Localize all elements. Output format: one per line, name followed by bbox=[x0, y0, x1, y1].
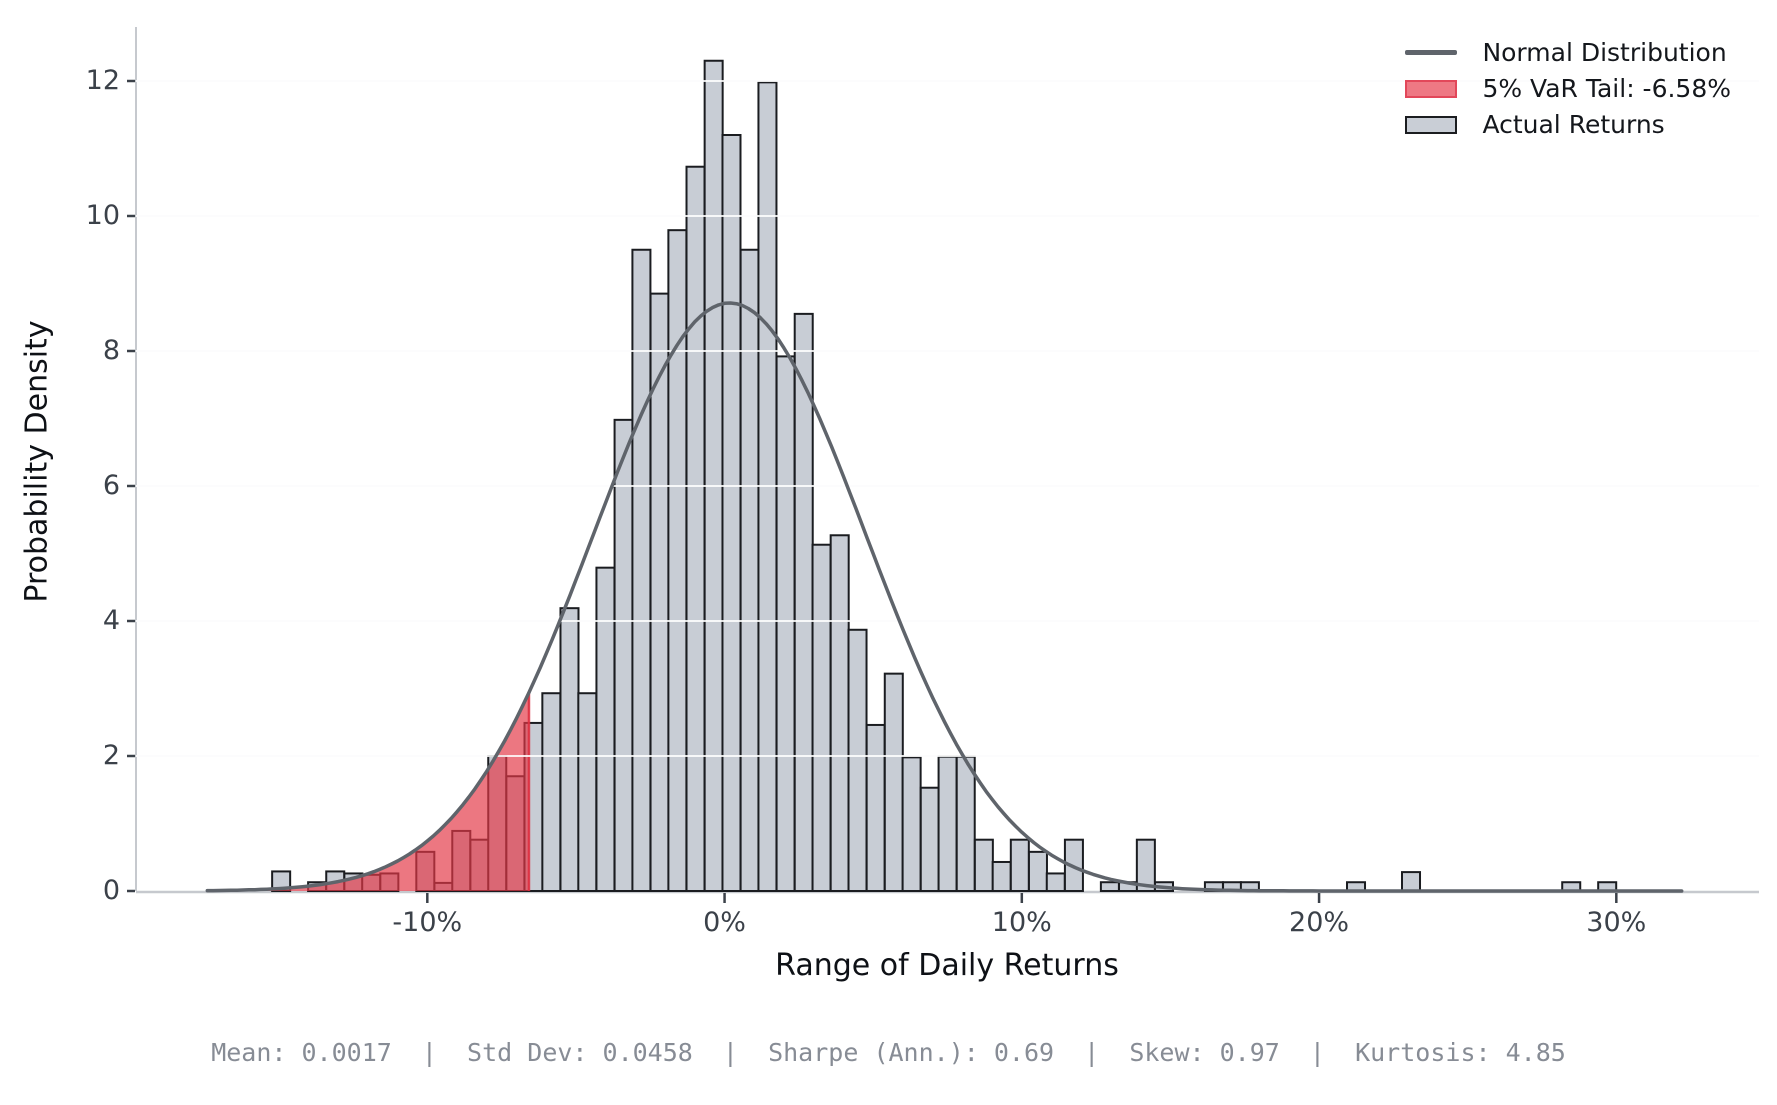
histogram-bar bbox=[937, 755, 958, 892]
normal-distribution-curve bbox=[205, 301, 1684, 893]
x-tick-label: 30% bbox=[1586, 907, 1647, 938]
histogram-bar bbox=[667, 229, 688, 893]
histogram-bar bbox=[865, 723, 886, 893]
y-tick-label: 10 bbox=[85, 200, 120, 231]
histogram-bar bbox=[1045, 872, 1066, 893]
legend-item-normal-distribution: Normal Distribution bbox=[1405, 36, 1731, 69]
legend-label: 5% VaR Tail: -6.58% bbox=[1482, 74, 1731, 103]
histogram-bar bbox=[1099, 881, 1120, 892]
histogram-bar bbox=[1400, 871, 1422, 892]
histogram-bar bbox=[847, 628, 868, 893]
y-tick-label: 12 bbox=[85, 65, 120, 96]
var-tail-area bbox=[207, 692, 530, 891]
stats-line: Mean: 0.0017 | Std Dev: 0.0458 | Sharpe … bbox=[211, 1038, 1566, 1067]
y-tick-label: 2 bbox=[102, 740, 120, 771]
histogram-bar bbox=[955, 755, 976, 892]
histogram-bar bbox=[739, 248, 760, 892]
histogram-bar bbox=[1135, 838, 1156, 893]
y-tick-label: 6 bbox=[102, 470, 120, 501]
legend: Normal Distribution 5% VaR Tail: -6.58% … bbox=[1405, 36, 1731, 141]
y-tick-label: 8 bbox=[102, 335, 120, 366]
normal-distribution-line-swatch bbox=[1405, 50, 1458, 55]
legend-label: Actual Returns bbox=[1482, 110, 1665, 139]
actual-returns-patch-swatch bbox=[1405, 115, 1458, 134]
histogram-bar bbox=[703, 59, 724, 892]
x-tick-label: 10% bbox=[991, 907, 1052, 938]
histogram-bar bbox=[1009, 838, 1030, 893]
histogram-bar bbox=[829, 534, 850, 893]
histogram-bar bbox=[901, 756, 922, 892]
legend-label: Normal Distribution bbox=[1482, 38, 1727, 67]
histogram-bar bbox=[721, 134, 742, 892]
x-axis-label: Range of Daily Returns bbox=[775, 948, 1119, 983]
y-tick-label: 0 bbox=[102, 875, 120, 906]
histogram-bar bbox=[541, 692, 562, 892]
histogram-bar bbox=[631, 248, 652, 892]
histogram-bar bbox=[613, 418, 634, 892]
x-tick-label: 0% bbox=[703, 907, 746, 938]
histogram-bar bbox=[991, 860, 1012, 892]
histogram-bar bbox=[649, 292, 670, 892]
histogram-bar bbox=[883, 672, 904, 893]
histogram-bar bbox=[1027, 850, 1048, 892]
histogram-bar bbox=[811, 543, 832, 892]
x-tick-label: 20% bbox=[1289, 907, 1350, 938]
histogram-bar bbox=[919, 786, 940, 892]
legend-item-actual-returns: Actual Returns bbox=[1405, 108, 1731, 141]
histogram-bar bbox=[775, 355, 796, 892]
var-tail-patch-swatch bbox=[1405, 79, 1458, 98]
histogram-bar bbox=[559, 607, 580, 892]
histogram-bar bbox=[973, 838, 994, 893]
histogram-bar bbox=[595, 566, 616, 892]
x-tick-label: -10% bbox=[392, 907, 463, 938]
y-tick-label: 4 bbox=[102, 605, 120, 636]
histogram-bar bbox=[577, 692, 598, 892]
legend-item-var-tail: 5% VaR Tail: -6.58% bbox=[1405, 72, 1731, 105]
histogram-bar bbox=[685, 165, 706, 893]
